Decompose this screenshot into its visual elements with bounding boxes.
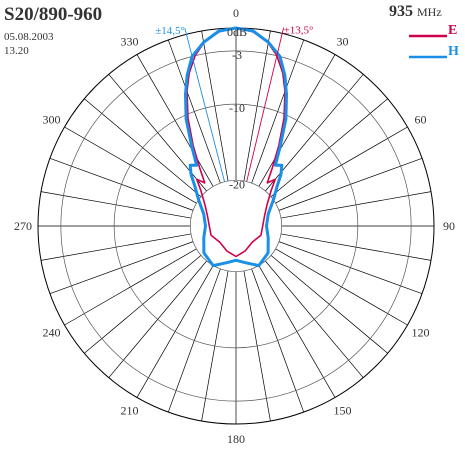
pattern-line-h — [184, 26, 288, 268]
angle-tick-label: 330 — [121, 35, 139, 49]
angle-tick-label: 150 — [334, 403, 352, 417]
polar-grid — [37, 27, 435, 425]
legend-label-h: H — [448, 44, 459, 59]
pattern-series — [184, 26, 288, 268]
angle-tick-label: 30 — [337, 35, 349, 49]
angle-tick-label: 300 — [43, 113, 61, 127]
beamwidth-label: ±14,5° — [155, 25, 185, 37]
grid-ring — [189, 179, 283, 273]
ring-tick-label: -3 — [232, 48, 242, 62]
polar-labels: 0 30 60 90 120 150 180 210 240 270 300 330 0dB -3 -10 -… — [14, 6, 455, 446]
frequency-value: 935 — [389, 3, 413, 20]
angle-tick-label: 120 — [411, 326, 429, 340]
angle-tick-label: 270 — [14, 219, 32, 233]
ring-tick-label: -20 — [229, 177, 245, 191]
beamwidth-ray — [184, 28, 225, 182]
angle-tick-label: 240 — [43, 326, 61, 340]
angle-tick-label: 0 — [233, 6, 239, 20]
angle-tick-label: 180 — [227, 432, 245, 446]
pattern-line-e — [186, 27, 286, 258]
grid-ring — [113, 103, 359, 349]
measurement-time: 13.20 — [4, 45, 29, 57]
frequency-unit: MHz — [417, 5, 442, 19]
legend-label-e: E — [448, 23, 457, 38]
angle-tick-label: 90 — [443, 219, 455, 233]
ring-tick-label: 0dB — [227, 25, 247, 39]
angle-tick-label: 210 — [121, 403, 139, 417]
beamwidth-ray — [246, 27, 285, 182]
grid-ring — [60, 50, 412, 402]
measurement-date: 05.08.2003 — [4, 31, 54, 43]
ring-tick-label: -10 — [229, 101, 245, 115]
frequency-readout: 935 MHz — [389, 3, 442, 20]
chart-title: S20/890-960 — [4, 4, 102, 25]
angle-tick-label: 60 — [414, 113, 426, 127]
legend: E H — [409, 23, 459, 59]
beamwidth-label: ±13,5° — [284, 24, 314, 36]
